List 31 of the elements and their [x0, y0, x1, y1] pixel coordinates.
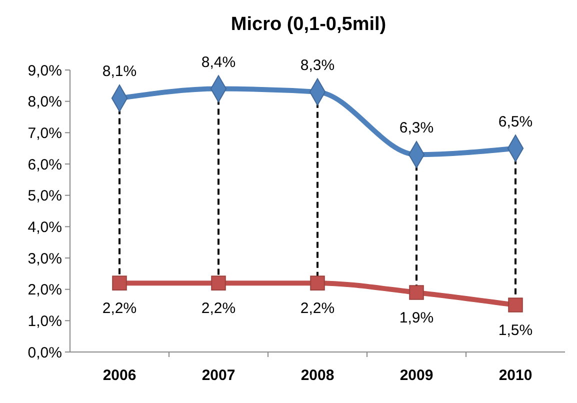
data-label: 1,5% [498, 322, 533, 339]
y-tick-label: 8,0% [28, 94, 62, 111]
y-tick-label: 4,0% [28, 218, 62, 236]
y-tick-label: 6,0% [28, 156, 62, 174]
data-label: 8,4% [201, 54, 236, 71]
data-label: 2,2% [201, 300, 236, 318]
x-tick-label: 2006 [102, 367, 136, 384]
y-tick-label: 1,0% [28, 312, 62, 330]
x-tick-label: 2010 [498, 367, 532, 384]
data-label: 6,5% [498, 113, 533, 130]
point [508, 298, 523, 312]
point [112, 276, 127, 290]
point [211, 276, 226, 290]
y-tick-label: 5,0% [28, 188, 62, 205]
data-label: 6,3% [399, 120, 434, 137]
y-tick-label: 7,0% [28, 124, 62, 142]
y-tick-label: 3,0% [28, 250, 62, 268]
point [409, 285, 424, 300]
y-tick-label: 2,0% [28, 282, 62, 299]
y-tick-label: 9,0% [28, 62, 62, 80]
x-tick-label: 2008 [300, 367, 334, 384]
x-tick-label: 2009 [400, 367, 434, 384]
data-label: 2,2% [102, 300, 137, 318]
x-tick-label: 2007 [202, 367, 236, 384]
point [310, 276, 325, 290]
chart-title: Micro (0,1-0,5mil) [230, 14, 386, 35]
data-label: 8,3% [300, 56, 335, 74]
data-label: 8,1% [102, 63, 137, 80]
data-label: 1,9% [399, 309, 434, 326]
data-label: 2,2% [300, 300, 335, 318]
y-tick-label: 0,0% [28, 344, 62, 362]
